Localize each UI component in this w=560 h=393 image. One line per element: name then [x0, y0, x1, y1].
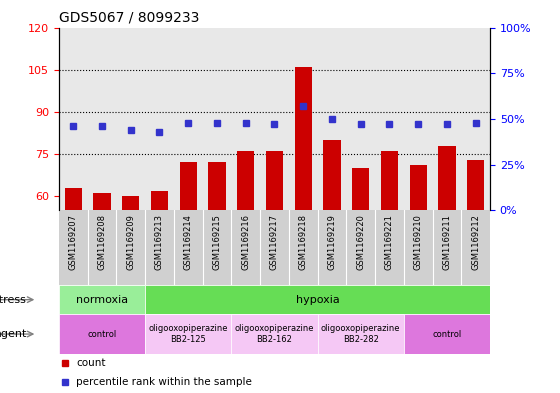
Text: GSM1169212: GSM1169212	[471, 214, 480, 270]
Text: control: control	[432, 330, 461, 338]
Bar	[59, 285, 145, 314]
Bar	[208, 162, 226, 365]
Text: GSM1169209: GSM1169209	[126, 214, 135, 270]
Text: GSM1169221: GSM1169221	[385, 214, 394, 270]
Text: hypoxia: hypoxia	[296, 295, 339, 305]
Bar	[409, 165, 427, 365]
Bar	[231, 314, 318, 354]
Bar	[151, 191, 168, 365]
Bar	[323, 140, 340, 365]
Bar	[381, 151, 398, 365]
Bar	[64, 188, 82, 365]
Bar	[404, 314, 490, 354]
Bar	[352, 168, 369, 365]
Text: count: count	[76, 358, 105, 367]
Text: GSM1169207: GSM1169207	[69, 214, 78, 270]
Text: GSM1169220: GSM1169220	[356, 214, 365, 270]
Bar	[122, 196, 139, 365]
Bar	[295, 67, 312, 365]
Text: percentile rank within the sample: percentile rank within the sample	[76, 377, 252, 387]
Text: GSM1169217: GSM1169217	[270, 214, 279, 270]
Text: normoxia: normoxia	[76, 295, 128, 305]
Bar	[145, 285, 490, 314]
Bar	[318, 314, 404, 354]
Bar	[467, 160, 484, 365]
Text: GSM1169211: GSM1169211	[442, 214, 451, 270]
Bar	[438, 145, 455, 365]
Bar	[145, 314, 231, 354]
Text: oligooxopiperazine
BB2-282: oligooxopiperazine BB2-282	[321, 324, 400, 344]
Text: GSM1169219: GSM1169219	[328, 214, 337, 270]
Bar	[59, 314, 145, 354]
Text: agent: agent	[0, 329, 26, 339]
Text: GSM1169210: GSM1169210	[414, 214, 423, 270]
Text: GSM1169214: GSM1169214	[184, 214, 193, 270]
Text: GSM1169216: GSM1169216	[241, 214, 250, 270]
Text: GDS5067 / 8099233: GDS5067 / 8099233	[59, 11, 199, 25]
Text: GSM1169208: GSM1169208	[97, 214, 106, 270]
Bar	[237, 151, 254, 365]
Text: GSM1169215: GSM1169215	[212, 214, 221, 270]
Text: stress: stress	[0, 295, 26, 305]
Bar	[180, 162, 197, 365]
Text: oligooxopiperazine
BB2-162: oligooxopiperazine BB2-162	[235, 324, 314, 344]
Bar	[94, 193, 110, 365]
Text: GSM1169218: GSM1169218	[298, 214, 307, 270]
Text: GSM1169213: GSM1169213	[155, 214, 164, 270]
Text: oligooxopiperazine
BB2-125: oligooxopiperazine BB2-125	[148, 324, 228, 344]
Text: control: control	[87, 330, 116, 338]
Bar	[266, 151, 283, 365]
